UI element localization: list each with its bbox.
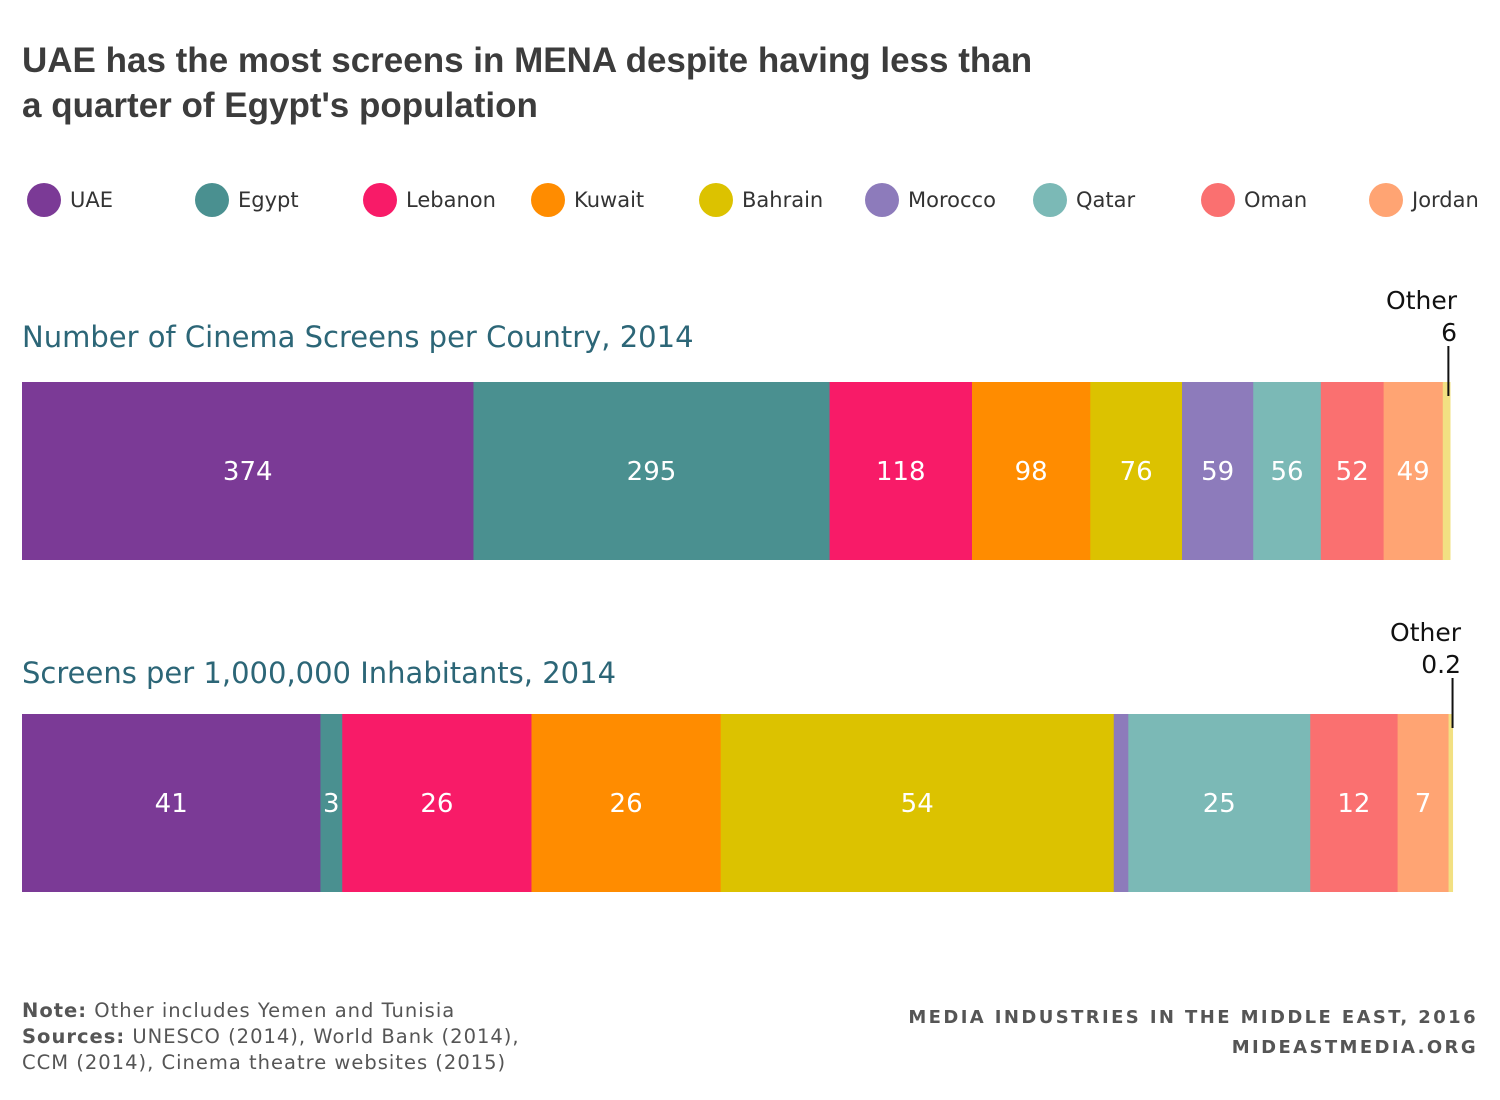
footer-credits: MEDIA INDUSTRIES IN THE MIDDLE EAST, 201… bbox=[908, 1003, 1478, 1063]
legend-item-oman: Oman bbox=[1201, 182, 1307, 218]
legend-item-jordan: Jordan bbox=[1369, 182, 1479, 218]
chart1-segment-bahrain bbox=[1090, 382, 1183, 560]
chart1-segment-lebanon bbox=[829, 382, 973, 560]
chart2-bar: 41 3 26 26 54 25 12 7 bbox=[22, 714, 1454, 892]
legend-swatch-oman bbox=[1201, 183, 1235, 217]
legend-swatch-kuwait bbox=[531, 183, 565, 217]
chart2-segment-other bbox=[1448, 714, 1454, 892]
legend-item-bahrain: Bahrain bbox=[699, 182, 823, 218]
chart2-segment-bahrain bbox=[720, 714, 1115, 892]
chart1-label-oman: 52 bbox=[1336, 457, 1369, 487]
sources-text: UNESCO (2014), World Bank (2014), bbox=[132, 1025, 520, 1048]
chart2-segment-kuwait bbox=[531, 714, 722, 892]
chart2-label-lebanon: 26 bbox=[420, 789, 453, 819]
chart2-label-jordan: 7 bbox=[1415, 789, 1432, 819]
chart1-segment-qatar bbox=[1253, 382, 1322, 560]
legend-label-uae: UAE bbox=[70, 188, 114, 212]
legend-swatch-qatar bbox=[1033, 183, 1067, 217]
legend-swatch-jordan bbox=[1369, 183, 1403, 217]
chart2-segment-egypt bbox=[320, 714, 343, 892]
legend-swatch-uae bbox=[27, 183, 61, 217]
chart1-segment-morocco bbox=[1182, 382, 1254, 560]
chart2-segment-lebanon bbox=[342, 714, 532, 892]
legend-swatch-lebanon bbox=[363, 183, 397, 217]
chart1-segment-kuwait bbox=[971, 382, 1091, 560]
chart2-segment-morocco bbox=[1113, 714, 1129, 892]
legend-item-kuwait: Kuwait bbox=[531, 182, 644, 218]
chart1-segment-oman bbox=[1320, 382, 1385, 560]
chart1-segment-egypt bbox=[473, 382, 831, 560]
chart1-label-lebanon: 118 bbox=[876, 457, 926, 487]
chart1-label-morocco: 59 bbox=[1201, 457, 1234, 487]
legend-item-uae: UAE bbox=[27, 182, 113, 218]
note-label: Note: bbox=[22, 999, 88, 1022]
legend-swatch-bahrain bbox=[699, 183, 733, 217]
publication-credit: MEDIA INDUSTRIES IN THE MIDDLE EAST, 201… bbox=[908, 1007, 1478, 1028]
legend-label-morocco: Morocco bbox=[908, 188, 996, 212]
sources-line-2: CCM (2014), Cinema theatre websites (201… bbox=[22, 1051, 507, 1074]
chart2-label-oman: 12 bbox=[1337, 789, 1370, 819]
chart1-label-egypt: 295 bbox=[627, 457, 677, 487]
legend-label-lebanon: Lebanon bbox=[406, 188, 496, 212]
chart2-segment-oman bbox=[1310, 714, 1399, 892]
chart2-segment-uae bbox=[22, 714, 321, 892]
chart2-segment-qatar bbox=[1128, 714, 1311, 892]
sources-line: Sources: UNESCO (2014), World Bank (2014… bbox=[22, 1024, 822, 1050]
chart1-label-jordan: 49 bbox=[1397, 457, 1430, 487]
legend-swatch-egypt bbox=[195, 183, 229, 217]
legend-label-oman: Oman bbox=[1244, 188, 1308, 212]
legend-item-qatar: Qatar bbox=[1033, 182, 1135, 218]
chart2-other-name: Other bbox=[1390, 618, 1462, 647]
chart2-label-qatar: 25 bbox=[1203, 789, 1236, 819]
website-credit: MIDEASTMEDIA.ORG bbox=[1231, 1037, 1478, 1058]
chart2-title: Screens per 1,000,000 Inhabitants, 2014 bbox=[22, 656, 617, 690]
note-text: Other includes Yemen and Tunisia bbox=[94, 999, 456, 1022]
chart-title-line2: a quarter of Egypt's population bbox=[22, 86, 538, 125]
chart1-bar: 374 295 118 98 76 59 56 52 49 bbox=[22, 382, 1451, 560]
chart-title: UAE has the most screens in MENA despite… bbox=[22, 38, 1222, 128]
legend-label-qatar: Qatar bbox=[1076, 188, 1136, 212]
footer-notes: Note: Other includes Yemen and Tunisia S… bbox=[22, 998, 822, 1076]
chart2-other-value: 0.2 bbox=[1421, 650, 1461, 679]
chart1-segment-jordan bbox=[1383, 382, 1444, 560]
note-line: Note: Other includes Yemen and Tunisia bbox=[22, 998, 822, 1024]
chart1-label-kuwait: 98 bbox=[1015, 457, 1048, 487]
legend-item-morocco: Morocco bbox=[865, 182, 996, 218]
chart2-label-egypt: 3 bbox=[323, 789, 340, 819]
chart2-label-bahrain: 54 bbox=[901, 789, 934, 819]
chart1-title: Number of Cinema Screens per Country, 20… bbox=[22, 320, 694, 354]
chart1-label-uae: 374 bbox=[223, 457, 273, 487]
chart1-segment-uae bbox=[22, 382, 474, 560]
legend-label-kuwait: Kuwait bbox=[574, 188, 645, 212]
chart1-label-qatar: 56 bbox=[1270, 457, 1303, 487]
chart2-label-kuwait: 26 bbox=[610, 789, 643, 819]
chart1-label-bahrain: 76 bbox=[1120, 457, 1153, 487]
legend-item-lebanon: Lebanon bbox=[363, 182, 496, 218]
sources-label: Sources: bbox=[22, 1025, 126, 1048]
legend-swatch-morocco bbox=[865, 183, 899, 217]
legend-item-egypt: Egypt bbox=[195, 182, 299, 218]
chart-title-line1: UAE has the most screens in MENA despite… bbox=[22, 41, 1033, 80]
chart1-other-value: 6 bbox=[1441, 318, 1457, 347]
legend-label-bahrain: Bahrain bbox=[742, 188, 824, 212]
legend: UAE Egypt Lebanon Kuwait Bahrain Morocco… bbox=[27, 182, 1500, 218]
legend-label-jordan: Jordan bbox=[1412, 188, 1479, 212]
chart1-segment-other bbox=[1442, 382, 1451, 560]
chart1-other-name: Other bbox=[1386, 286, 1458, 315]
legend-label-egypt: Egypt bbox=[238, 188, 299, 212]
chart2-label-uae: 41 bbox=[155, 789, 188, 819]
chart2-segment-jordan bbox=[1397, 714, 1450, 892]
